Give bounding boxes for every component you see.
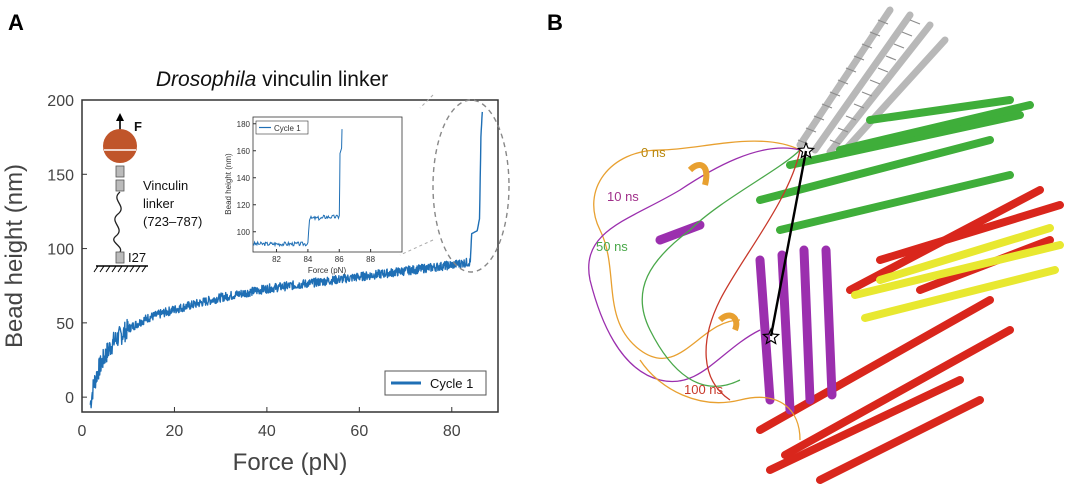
y-axis-label: Bead height (nm) [1, 164, 28, 348]
x-axis-ticks: 0 20 40 60 80 [78, 407, 461, 440]
i27-label: I27 [128, 250, 146, 265]
y-tick-label: 150 [47, 167, 74, 184]
surface-hatch [93, 265, 147, 273]
inset-y-tick-label: 160 [237, 147, 251, 156]
end-to-end-line [769, 150, 808, 337]
force-arrow-icon [116, 113, 124, 121]
y-axis-ticks: 0 50 100 150 200 [47, 93, 87, 407]
legend-label-cycle1: Cycle 1 [430, 376, 473, 391]
tether-schematic: F Vinculin linker (723–787) I27 [93, 113, 202, 273]
panel-b-structure: 0 ns 10 ns 50 ns 100 ns [588, 6, 1064, 484]
inset-legend-label: Cycle 1 [274, 124, 301, 133]
x-tick-label: 0 [78, 423, 87, 440]
x-axis-label: Force (pN) [233, 449, 348, 476]
inset-x-tick-label: 82 [272, 255, 281, 264]
star-icon-top [796, 141, 816, 159]
inset-y-tick-label: 180 [237, 120, 251, 129]
yellow-helix-bundle [851, 224, 1064, 322]
gray-helix-ridges [797, 19, 921, 145]
inset-x-tick-label: 84 [303, 255, 312, 264]
y-tick-label: 100 [47, 242, 74, 259]
time-label-0ns: 0 ns [641, 145, 666, 160]
bead-icon [103, 129, 137, 163]
inset-x-label: Force (pN) [308, 266, 347, 275]
inset-y-label: Bead height (nm) [224, 153, 233, 215]
linker-coil [113, 191, 122, 253]
inset-frame [252, 116, 403, 253]
zoom-ellipse [432, 99, 510, 273]
zoom-connector-upper [419, 94, 434, 109]
force-label: F [134, 119, 142, 134]
inset-chart: 82 84 86 88 100 120 140 160 180 Cycle 1 Force (… [224, 116, 403, 275]
inset-x-tick-label: 88 [366, 255, 375, 264]
panel-a-chart: Drosophila vinculin linker 0 20 40 60 80 0 50… [1, 68, 510, 476]
y-tick-label: 0 [65, 390, 74, 407]
inset-y-tick-label: 120 [237, 201, 251, 210]
legend: Cycle 1 [384, 370, 487, 396]
inset-y-tick-label: 100 [237, 228, 251, 237]
loop-traces [588, 140, 801, 441]
handle-segment-1 [115, 165, 125, 178]
time-label-100ns: 100 ns [684, 382, 724, 397]
green-helix-bundle [756, 96, 1034, 234]
handle-segment-2 [115, 179, 125, 192]
x-tick-label: 20 [166, 423, 184, 440]
inset-x-ticks: 82 84 86 88 [272, 249, 376, 264]
chart-title-italic: Drosophila [156, 68, 256, 91]
time-label-50ns: 50 ns [596, 239, 628, 254]
x-tick-label: 40 [258, 423, 276, 440]
inset-legend-box [255, 120, 309, 135]
x-tick-label: 60 [350, 423, 368, 440]
red-helix-bundle [756, 186, 1064, 484]
i27-domain [115, 251, 125, 264]
inset-x-tick-label: 86 [335, 255, 344, 264]
time-label-10ns: 10 ns [607, 189, 639, 204]
zoom-connector-lower [399, 239, 434, 256]
inset-y-tick-label: 140 [237, 174, 251, 183]
magenta-helix-bundle [655, 220, 837, 415]
inset-y-ticks: 100 120 140 160 180 [237, 120, 256, 237]
panel-label-b: B [547, 10, 563, 35]
chart-title: Drosophila vinculin linker [156, 68, 388, 91]
star-icon-bottom [761, 327, 781, 345]
series-line-cycle1 [89, 111, 483, 409]
linker-label-line2: linker [143, 196, 175, 211]
inset-series-line-cycle1 [252, 129, 343, 248]
x-tick-label: 80 [443, 423, 461, 440]
y-tick-label: 50 [56, 316, 74, 333]
chart-title-rest: vinculin linker [256, 68, 388, 91]
panel-label-a: A [8, 10, 24, 35]
y-tick-label: 200 [47, 93, 74, 110]
linker-label-line1: Vinculin [143, 178, 188, 193]
plot-frame [81, 99, 499, 413]
linker-label-line3: (723–787) [143, 214, 202, 229]
